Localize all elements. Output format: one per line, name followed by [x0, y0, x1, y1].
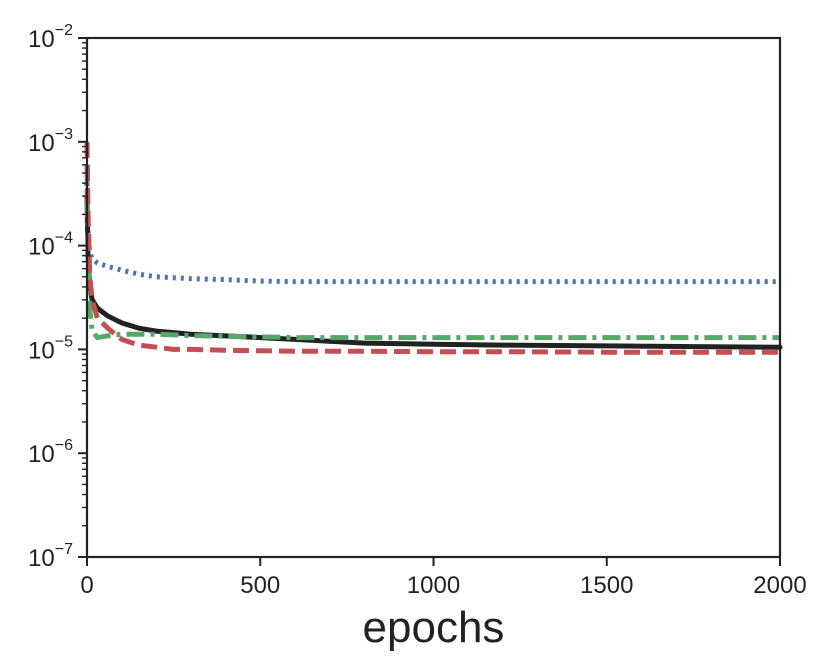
- y-tick-label: 10−3: [28, 126, 73, 157]
- series-line-3: [84, 164, 780, 341]
- y-tick-label: 10−4: [28, 230, 73, 261]
- y-tick-label: 10−7: [28, 541, 73, 572]
- x-tick-label: 1000: [407, 572, 460, 599]
- y-tick-label: 10−5: [28, 333, 73, 364]
- series-line-4: [84, 141, 780, 355]
- y-tick-label: 10−2: [28, 22, 73, 53]
- x-tick-label: 500: [240, 572, 280, 599]
- series-layer: [84, 141, 783, 355]
- series-line-1: [84, 183, 780, 285]
- x-tick-label: 1500: [580, 572, 633, 599]
- x-axis-title: epochs: [363, 603, 505, 652]
- plot-frame: [85, 36, 782, 559]
- y-tick-label: 10−6: [28, 437, 73, 468]
- series-line-2: [84, 193, 783, 350]
- x-tick-label: 2000: [753, 572, 806, 599]
- ticks-layer: 10−2 10−3 10−4 10−5 10−6 10−7 0 500 1000 1500 2000: [28, 22, 807, 599]
- x-tick-label: 0: [80, 572, 93, 599]
